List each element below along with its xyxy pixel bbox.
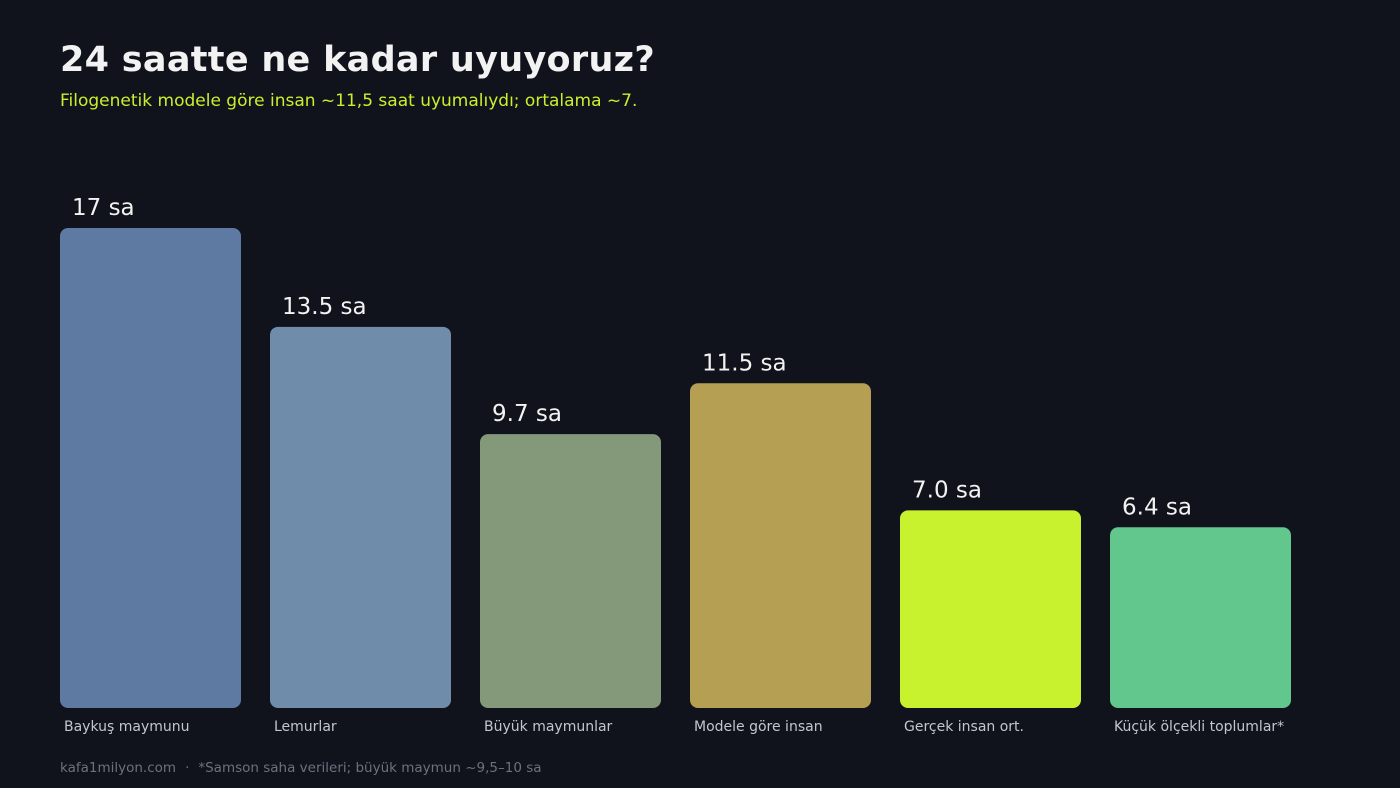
chart-title: 24 saatte ne kadar uyuyoruz? (60, 40, 655, 80)
bar (60, 228, 241, 708)
bar (900, 510, 1081, 708)
bar-value-label: 7.0 sa (912, 477, 982, 503)
bar-value-label: 6.4 sa (1122, 494, 1192, 520)
bar-value-label: 13.5 sa (282, 294, 367, 320)
category-label: Büyük maymunlar (484, 719, 613, 735)
category-label: Lemurlar (274, 719, 337, 735)
bar-value-label: 9.7 sa (492, 401, 562, 427)
category-label: Küçük ölçekli toplumlar* (1114, 719, 1284, 735)
chart-subtitle: Filogenetik modele göre insan ~11,5 saat… (60, 91, 638, 111)
bar (270, 326, 451, 708)
footer: kafa1milyon.com · *Samson saha verileri; b… (60, 760, 542, 776)
bar (1110, 527, 1291, 708)
bar (480, 434, 661, 708)
category-label: Gerçek insan ort. (904, 719, 1024, 735)
footer-separator: · (185, 760, 190, 776)
category-label: Modele göre insan (694, 719, 823, 735)
bar-value-label: 11.5 sa (702, 350, 787, 376)
bar (690, 383, 871, 708)
bar-value-label: 17 sa (72, 195, 135, 221)
category-label: Baykuş maymunu (64, 719, 190, 735)
footer-site-link[interactable]: kafa1milyon.com (60, 760, 177, 776)
footer-note: *Samson saha verileri; büyük maymun ~9,5… (198, 760, 542, 776)
